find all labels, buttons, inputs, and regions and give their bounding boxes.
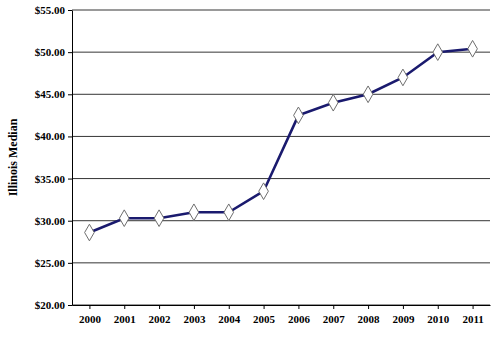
y-tick-label: $35.00 (35, 173, 66, 185)
x-tick-label: 2008 (358, 313, 381, 325)
x-axis-line (73, 305, 491, 306)
x-tick: 2004 (218, 305, 241, 325)
plot: $20.00 $25.00 $30.00 $35.00 $40.00 $45.00 $50.… (35, 4, 491, 325)
x-tick-label: 2002 (149, 313, 172, 325)
grid-line (72, 10, 490, 11)
x-tick: 2001 (114, 305, 136, 325)
x-tick: 2008 (358, 305, 381, 325)
y-tick: $55.00 (35, 4, 72, 16)
marker (398, 69, 408, 86)
y-tick-label: $45.00 (35, 88, 66, 100)
x-tick-mark (194, 305, 195, 309)
x-tick-mark (89, 305, 90, 309)
y-tick-label: $30.00 (35, 215, 66, 227)
y-tick: $45.00 (35, 88, 72, 100)
y-axis-title: Illinois Median (6, 118, 20, 196)
marker (328, 94, 338, 111)
x-tick: 2007 (323, 305, 346, 325)
y-tick-mark (68, 221, 72, 222)
x-tick-label: 2006 (288, 313, 311, 325)
x-tick-label: 2005 (253, 313, 275, 325)
x-tick-label: 2001 (114, 313, 136, 325)
x-tick: 2005 (253, 305, 275, 325)
chart: $20.00 $25.00 $30.00 $35.00 $40.00 $45.00 $50.… (0, 0, 500, 343)
y-tick: $35.00 (35, 173, 72, 185)
x-tick: 2009 (392, 305, 415, 325)
x-tick-label: 2003 (183, 313, 206, 325)
grid-line (72, 178, 490, 179)
marker (154, 210, 164, 227)
marker (294, 107, 304, 124)
x-axis: 2000 2001 2002 2003 2004 2005 2006 2007 2008 2009… (73, 305, 491, 325)
grid-line (72, 136, 490, 137)
x-tick-label: 2004 (218, 313, 241, 325)
y-tick: $40.00 (35, 130, 72, 142)
y-tick-label: $40.00 (35, 130, 66, 142)
marker (85, 224, 95, 241)
x-tick-mark (403, 305, 404, 309)
grid-line (72, 262, 490, 263)
y-tick-label: $25.00 (35, 257, 66, 269)
marker (224, 204, 234, 221)
grid-line (72, 52, 490, 53)
y-tick: $25.00 (35, 257, 72, 269)
y-axis-line (72, 11, 73, 306)
x-tick-mark (473, 305, 474, 309)
y-tick-label: $55.00 (35, 4, 66, 16)
x-tick: 2003 (183, 305, 206, 325)
marker (119, 210, 129, 227)
x-tick: 2000 (79, 305, 102, 325)
x-tick: 2011 (462, 305, 483, 325)
y-tick-mark (68, 263, 72, 264)
x-tick-label: 2010 (427, 313, 450, 325)
y-tick-mark (68, 10, 72, 11)
y-tick-mark (68, 136, 72, 137)
x-tick-mark (333, 305, 334, 309)
grid-line (72, 305, 490, 306)
x-tick-label: 2011 (462, 313, 483, 325)
y-tick-mark (68, 305, 72, 306)
x-tick-mark (159, 305, 160, 309)
x-tick-mark (264, 305, 265, 309)
marker (189, 204, 199, 221)
line (89, 49, 472, 233)
x-tick-mark (298, 305, 299, 309)
marker (259, 183, 269, 200)
x-tick-mark (229, 305, 230, 309)
x-tick-mark (438, 305, 439, 309)
grid (72, 10, 490, 305)
x-tick-mark (124, 305, 125, 309)
x-tick-label: 2009 (392, 313, 415, 325)
y-tick: $50.00 (35, 46, 72, 58)
y-axis: $20.00 $25.00 $30.00 $35.00 $40.00 $45.00 $50.… (35, 4, 73, 311)
marker (433, 44, 443, 61)
y-tick-label: $50.00 (35, 46, 66, 58)
x-tick: 2002 (149, 305, 172, 325)
x-tick: 2010 (427, 305, 450, 325)
x-tick-label: 2000 (79, 313, 102, 325)
marks (85, 40, 478, 240)
grid-line (72, 94, 490, 95)
y-tick-mark (68, 52, 72, 53)
y-tick: $30.00 (35, 215, 72, 227)
marker (363, 86, 373, 103)
x-tick-mark (368, 305, 369, 309)
y-tick-mark (68, 179, 72, 180)
y-tick-mark (68, 94, 72, 95)
x-tick-label: 2007 (323, 313, 346, 325)
grid-line (72, 220, 490, 221)
y-tick: $20.00 (35, 299, 72, 311)
x-tick: 2006 (288, 305, 311, 325)
marker (468, 40, 478, 57)
y-tick-label: $20.00 (35, 299, 66, 311)
